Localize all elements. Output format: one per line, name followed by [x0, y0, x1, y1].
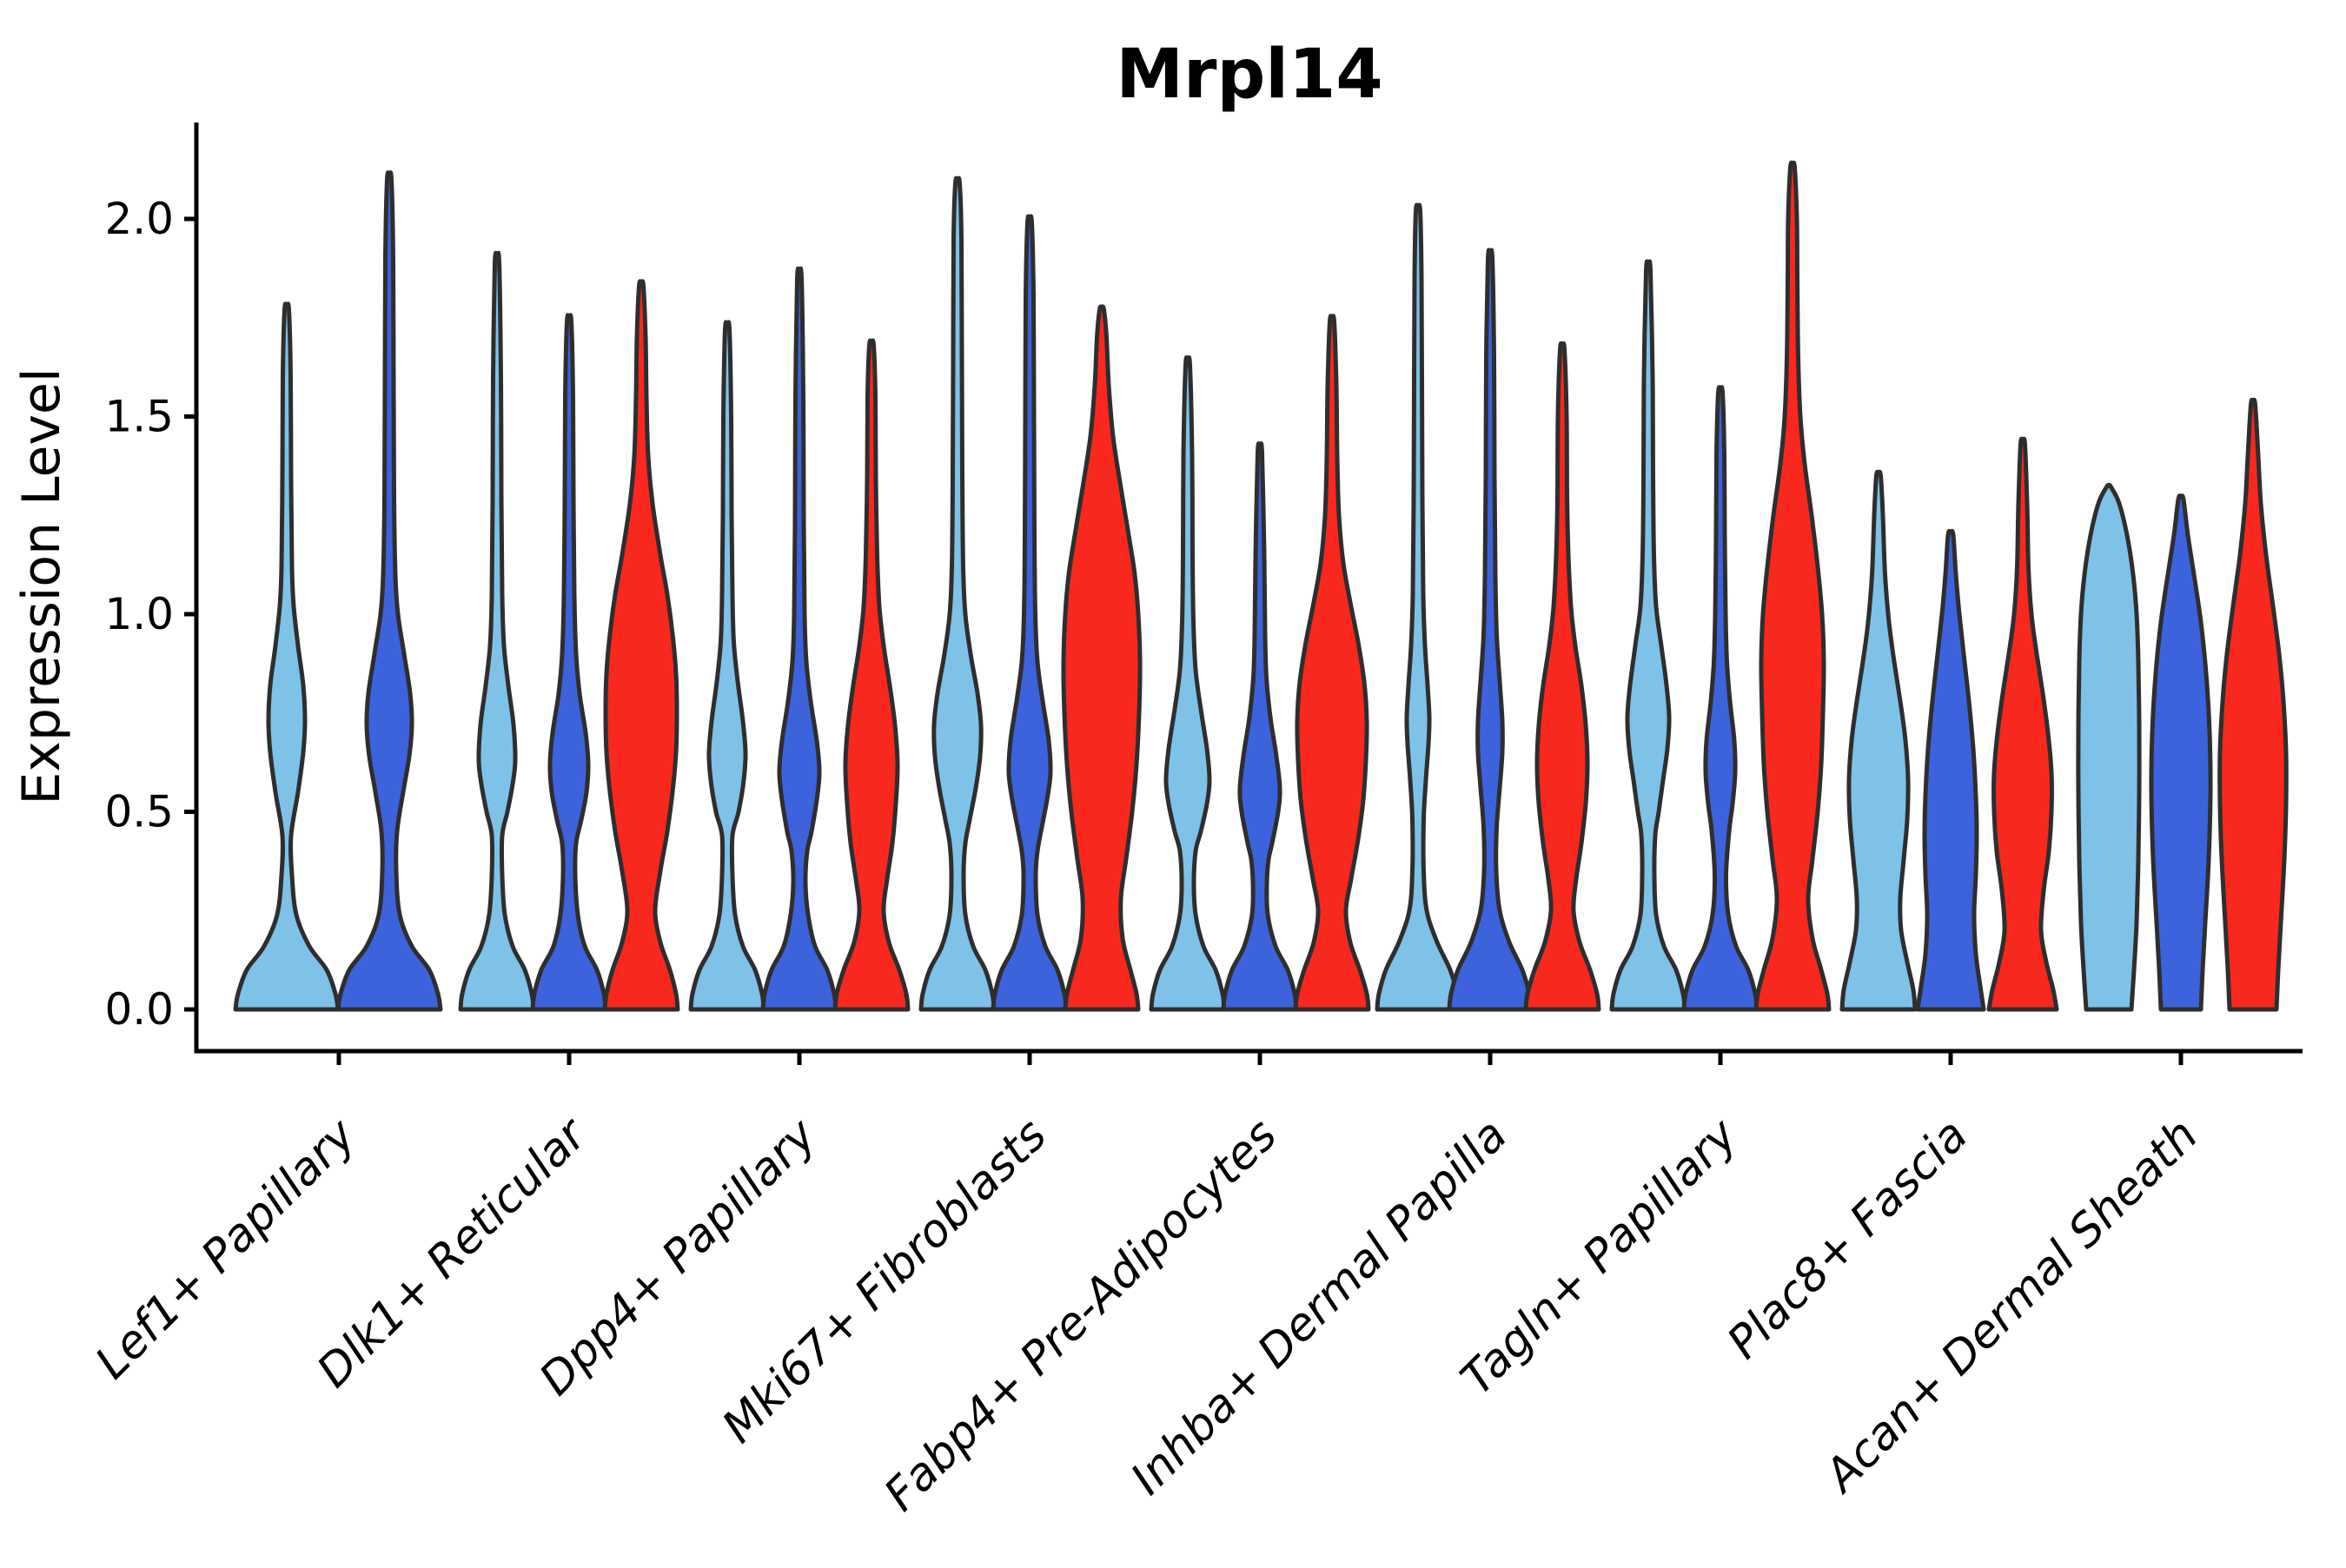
violin-red-tagln-papillary [1753, 160, 1832, 1012]
violin-red-dlk1-reticular [602, 279, 680, 1012]
violin-light_blue-mki67-fibroblasts [918, 175, 997, 1012]
y-tick-label: 0.5 [104, 787, 174, 837]
x-tick-label: Inhba+ Dermal Papilla [1121, 1109, 1517, 1505]
violin-light_blue-tagln-papillary [1609, 259, 1687, 1012]
violin-light_blue-plac8-fascia [1839, 469, 1918, 1012]
y-axis-ticks: 0.0 0.5 1.0 1.5 2.0 [104, 194, 196, 1035]
violin-red-dpp4-papillary [832, 338, 911, 1012]
y-axis-label: Expression Level [11, 367, 72, 804]
violin-red-acan-dermal-sheath [2217, 397, 2289, 1012]
x-tick-label: Plac8+ Fascia [1718, 1109, 1978, 1369]
x-tick-label: Acan+ Dermal Sheath [1813, 1109, 2208, 1504]
x-tick-label: Fabp4+ Pre-Adipocytes [875, 1109, 1288, 1522]
y-tick-label: 2.0 [104, 194, 174, 244]
axis-spines [194, 122, 2303, 1054]
violin-light_blue-fabp4-pre-adipocytes [1149, 355, 1227, 1012]
violin-royal_blue-plac8-fascia [1915, 528, 1986, 1012]
y-tick-label: 1.5 [104, 392, 174, 442]
violin-royal_blue-dlk1-reticular [530, 313, 608, 1012]
violin-red-inhba-dermal-papilla [1523, 341, 1601, 1012]
violin-red-mki67-fibroblasts [1061, 304, 1143, 1012]
plot-title: Mrpl14 [1116, 36, 1382, 114]
violin-red-fabp4-pre-adipocytes [1293, 314, 1371, 1012]
y-tick-label: 1.0 [104, 589, 174, 639]
violin-royal_blue-dpp4-papillary [760, 266, 838, 1012]
violin-red-plac8-fascia [1986, 436, 2059, 1012]
violins-layer [233, 160, 2289, 1012]
violin-royal_blue-lef1-papillary [335, 170, 443, 1012]
violin-royal_blue-acan-dermal-sheath [2149, 493, 2213, 1012]
y-tick-label: 0.0 [104, 984, 174, 1035]
violin-light_blue-acan-dermal-sheath [2076, 482, 2142, 1012]
violin-light_blue-inhba-dermal-papilla [1375, 202, 1461, 1012]
violin-royal_blue-inhba-dermal-papilla [1447, 248, 1534, 1012]
violin-royal_blue-tagln-papillary [1681, 385, 1760, 1012]
violin-royal_blue-mki67-fibroblasts [991, 214, 1069, 1012]
violin-light_blue-dlk1-reticular [458, 250, 536, 1012]
violin-royal_blue-fabp4-pre-adipocytes [1221, 441, 1299, 1012]
violin-light_blue-dpp4-papillary [688, 320, 766, 1012]
violin-light_blue-lef1-papillary [233, 301, 341, 1012]
